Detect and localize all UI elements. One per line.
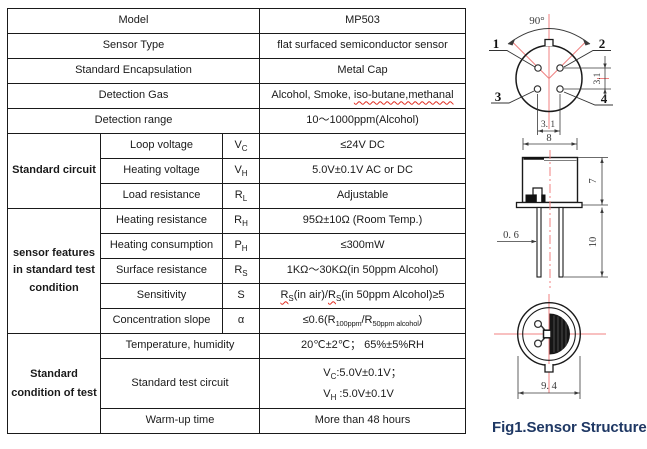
symbol-cell: RL bbox=[222, 183, 260, 209]
row-value-cell: 1KΩ～30KΩ(in 50ppm Alcohol) bbox=[259, 258, 466, 284]
pin-label-4: 4 bbox=[601, 91, 608, 106]
table-row: Heating consumption PH ≤300mW bbox=[8, 233, 466, 259]
gas-list: Alcohol, Smoke, bbox=[271, 89, 354, 102]
pin-pitch-vertical-label: 3.1 bbox=[593, 72, 603, 84]
row-value-cell: Adjustable bbox=[259, 183, 466, 209]
row-label-cell: Load resistance bbox=[100, 183, 223, 209]
symbol-cell: S bbox=[222, 283, 260, 309]
pin-length-label: 10 bbox=[588, 237, 599, 248]
row-value-cell: flat surfaced semiconductor sensor bbox=[259, 33, 466, 59]
row-label-cell: Heating consumption bbox=[100, 233, 223, 259]
group-title-cell: Standard circuit bbox=[7, 133, 101, 209]
pin-layout-view: 90° 1 2 3 4 3.1 3. 1 bbox=[489, 14, 613, 135]
test-circuit-values: VC:5.0V±0.1V； VH :5.0V±0.1V bbox=[323, 366, 402, 402]
figure-caption: Fig1.Sensor Structure bbox=[492, 419, 647, 436]
row-label-cell: Model bbox=[7, 8, 260, 34]
table-row: Surface resistance RS 1KΩ～30KΩ(in 50ppm … bbox=[8, 258, 466, 284]
pin-label-3: 3 bbox=[495, 89, 502, 104]
table-row: Detection range 10～1000ppm(Alcohol) bbox=[7, 108, 466, 134]
row-label-cell: Heating voltage bbox=[100, 158, 223, 184]
symbol-cell: PH bbox=[222, 233, 260, 259]
row-value-cell: MP503 bbox=[259, 8, 466, 34]
cap-height-label: 7 bbox=[588, 178, 599, 183]
symbol-cell: α bbox=[222, 308, 260, 334]
row-label-cell: Detection Gas bbox=[7, 83, 260, 109]
pin-label-2: 2 bbox=[599, 36, 606, 51]
group-title-cell: sensor features in standard test conditi… bbox=[7, 208, 101, 334]
row-value-cell: Alcohol, Smoke, iso-butane,methanal bbox=[259, 83, 466, 109]
pin-pitch-horizontal-label: 3. 1 bbox=[541, 120, 556, 130]
row-value-cell: RS(in air)/RS(in 50ppm Alcohol)≥5 bbox=[259, 283, 466, 309]
sensor-spec-table: Model MP503 Sensor Type flat surfaced se… bbox=[7, 8, 466, 434]
row-value-cell: 10～1000ppm(Alcohol) bbox=[259, 108, 466, 134]
table-row: Heating voltage VH 5.0V±0.1V AC or DC bbox=[8, 158, 466, 184]
row-label-cell: Warm-up time bbox=[100, 408, 260, 434]
row-label-cell: Loop voltage bbox=[100, 133, 223, 159]
group-title-cell: Standard condition of test bbox=[7, 333, 101, 434]
row-value-cell: ≤0.6(R100ppm/R50ppm alcohol) bbox=[259, 308, 466, 334]
row-value-cell: More than 48 hours bbox=[259, 408, 466, 434]
row-label-cell: Heating resistance bbox=[100, 208, 223, 234]
row-label-cell: Detection range bbox=[7, 108, 260, 134]
angle-dimension-label: 90° bbox=[529, 15, 544, 27]
flange-diameter-label: 9. 4 bbox=[541, 381, 558, 392]
row-value-cell: ≤24V DC bbox=[259, 133, 466, 159]
table-row: Sensor Type flat surfaced semiconductor … bbox=[7, 33, 466, 59]
symbol-cell: RH bbox=[222, 208, 260, 234]
row-label-cell: Temperature, humidity bbox=[100, 333, 260, 359]
symbol-cell: VH bbox=[222, 158, 260, 184]
row-value-cell: 20℃±2℃； 65%±5%RH bbox=[259, 333, 466, 359]
table-row: Standard condition of test Temperature, … bbox=[7, 333, 466, 434]
pin-label-1: 1 bbox=[493, 36, 500, 51]
table-row: Model MP503 bbox=[7, 8, 466, 34]
table-row: sensor features in standard test conditi… bbox=[7, 208, 466, 334]
row-label-cell: Sensor Type bbox=[7, 33, 260, 59]
row-value-cell: 95Ω±10Ω (Room Temp.) bbox=[259, 208, 466, 234]
bottom-view: 9. 4 bbox=[494, 294, 606, 399]
table-row: Detection Gas Alcohol, Smoke, iso-butane… bbox=[7, 83, 466, 109]
sensor-structure-diagram: 90° 1 2 3 4 3.1 3. 1 8 bbox=[489, 14, 613, 399]
side-view: 8 7 10 0. 6 bbox=[497, 133, 608, 288]
row-label-cell: Sensitivity bbox=[100, 283, 223, 309]
table-row: Warm-up time More than 48 hours bbox=[8, 408, 466, 434]
row-value-cell: 5.0V±0.1V AC or DC bbox=[259, 158, 466, 184]
row-value-cell: VC:5.0V±0.1V； VH :5.0V±0.1V bbox=[259, 358, 466, 409]
row-value-cell: ≤300mW bbox=[259, 233, 466, 259]
symbol-cell: RS bbox=[222, 258, 260, 284]
symbol-cell: VC bbox=[222, 133, 260, 159]
row-label-cell: Standard test circuit bbox=[100, 358, 260, 409]
table-row: Standard test circuit VC:5.0V±0.1V； VH :… bbox=[8, 358, 466, 409]
row-label-cell: Concentration slope bbox=[100, 308, 223, 334]
table-row: Standard circuit Loop voltage VC ≤24V DC bbox=[7, 133, 466, 209]
gas-list-flagged: iso-butane,methanal bbox=[353, 89, 454, 102]
row-value-cell: Metal Cap bbox=[259, 58, 466, 84]
cap-width-label: 8 bbox=[546, 133, 551, 144]
row-label-cell: Standard Encapsulation bbox=[7, 58, 260, 84]
table-row: Sensitivity S RS(in air)/RS(in 50ppm Alc… bbox=[8, 283, 466, 309]
row-label-cell: Surface resistance bbox=[100, 258, 223, 284]
table-row: Concentration slope α ≤0.6(R100ppm/R50pp… bbox=[8, 308, 466, 334]
pin-diameter-label: 0. 6 bbox=[503, 230, 519, 241]
table-row: Standard Encapsulation Metal Cap bbox=[7, 58, 466, 84]
